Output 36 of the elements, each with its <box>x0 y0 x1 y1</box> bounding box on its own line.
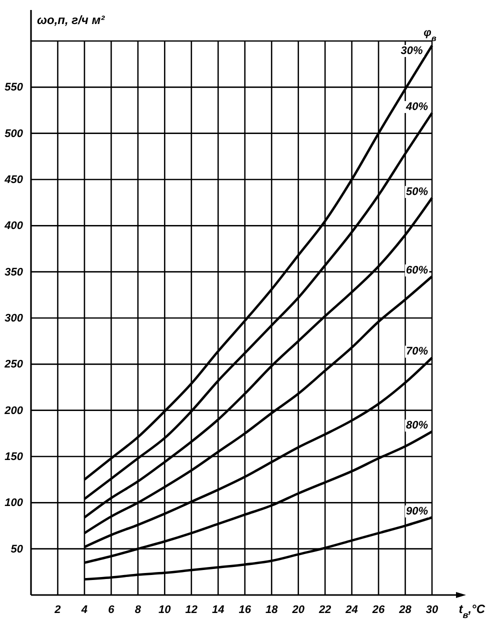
y-tick-label: 400 <box>4 220 24 232</box>
series-label: 30% <box>400 45 424 57</box>
x-tick-label: 26 <box>371 604 386 616</box>
y-tick-label: 100 <box>4 497 24 510</box>
y-tick-label: 150 <box>4 451 24 464</box>
x-tick-label: 12 <box>185 604 198 616</box>
series-label: 90% <box>406 505 428 518</box>
y-tick-label: 550 <box>4 82 24 94</box>
series-label: 70% <box>406 346 428 358</box>
x-tick-label: 18 <box>265 604 279 616</box>
x-tick-label: 8 <box>134 604 142 616</box>
x-tick-label: 22 <box>318 604 332 616</box>
y-tick-label: 300 <box>4 312 24 325</box>
legend-title: φ$_{в}$ <box>424 27 436 42</box>
series-label: 60% <box>406 264 428 276</box>
y-tick-label: 250 <box>4 358 24 371</box>
y-tick-label: 500 <box>4 128 24 140</box>
y-tick-label: 50 <box>10 543 24 556</box>
y-tick-label: 350 <box>4 266 24 278</box>
x-tick-label: 14 <box>212 604 224 616</box>
series-label: 40% <box>404 101 428 114</box>
x-axis-title: t$_{в}$,°C <box>458 602 486 619</box>
y-tick-label: 200 <box>4 404 24 417</box>
x-tick-label: 30 <box>426 604 439 616</box>
x-tick-label: 2 <box>54 604 61 616</box>
x-tick-label: 4 <box>80 604 88 616</box>
series-label: 80% <box>406 420 428 432</box>
y-tick-label: 450 <box>4 174 24 186</box>
x-tick-label: 10 <box>158 604 172 616</box>
series-label: 50% <box>406 186 428 198</box>
x-tick-label: 28 <box>398 604 412 616</box>
x-tick-label: 6 <box>108 604 116 616</box>
y-axis-title: ωо,п, г/ч м² <box>37 13 106 27</box>
x-tick-label: 20 <box>291 604 306 616</box>
x-tick-label: 16 <box>238 604 252 616</box>
x-tick-label: 24 <box>344 604 358 616</box>
